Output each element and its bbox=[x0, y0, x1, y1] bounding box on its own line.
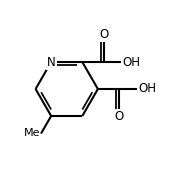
Text: OH: OH bbox=[122, 56, 140, 69]
Text: N: N bbox=[47, 56, 55, 69]
Text: OH: OH bbox=[138, 82, 156, 96]
Text: Me: Me bbox=[24, 128, 41, 138]
Text: O: O bbox=[99, 28, 108, 41]
Text: O: O bbox=[115, 110, 124, 123]
